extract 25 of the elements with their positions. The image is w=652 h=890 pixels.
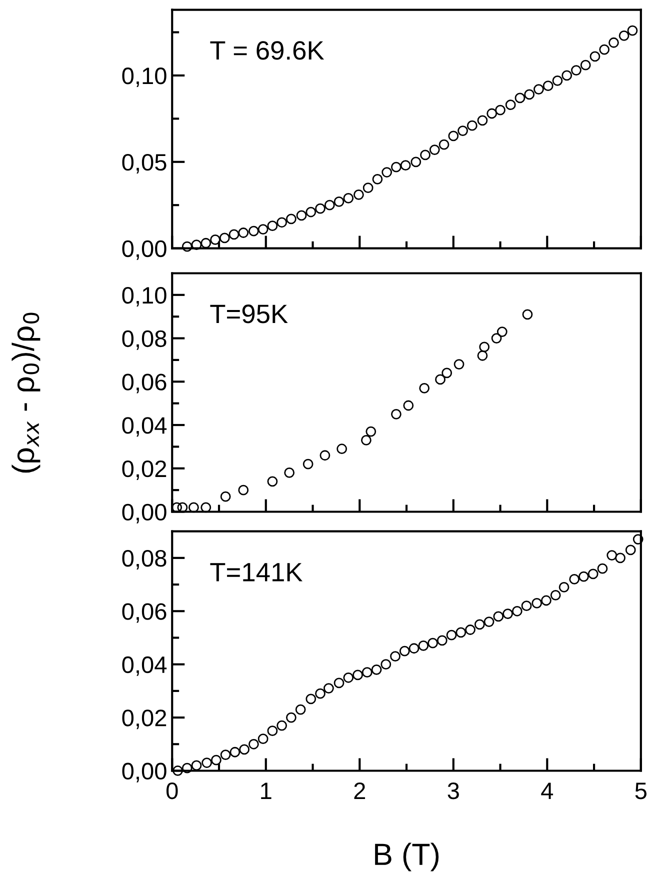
y-tick-label: 0,10: [122, 68, 166, 88]
y-tick-label: 0,00: [122, 504, 166, 524]
y-tick-label: 0,06: [122, 603, 166, 623]
y-tick-label: 0,10: [122, 286, 166, 306]
x-tick-label: 5: [635, 782, 646, 800]
y-tick-label: 0,00: [122, 240, 166, 260]
y-axis-title: (ρ$_{xx}$ - ρ$_{0}$)/ρ$_{0}$: [12, 312, 40, 473]
y-tick-label: 0,02: [122, 460, 166, 480]
x-tick-label: 2: [354, 782, 366, 799]
y-tick-label: 0,08: [122, 550, 166, 570]
y-tick-label: 0,05: [122, 154, 166, 174]
y-tick-label: 0,02: [122, 710, 166, 730]
annotation: T=95K: [210, 304, 288, 324]
y-tick-label: 0,00: [122, 762, 166, 782]
y-tick-label: 0,06: [122, 374, 166, 394]
x-tick-label: 1: [261, 782, 272, 799]
x-tick-label: 3: [448, 782, 459, 800]
y-tick-label: 0,04: [122, 656, 167, 676]
x-tick-label: 0: [166, 782, 178, 800]
y-tick-label: 0,08: [122, 330, 166, 350]
x-tick-label: 4: [541, 782, 554, 799]
annotation: T=141K: [210, 563, 302, 582]
y-tick-label: 0,04: [122, 417, 167, 437]
annotation: T = 69.6K: [210, 41, 324, 60]
x-axis-title: B (T): [375, 842, 439, 872]
